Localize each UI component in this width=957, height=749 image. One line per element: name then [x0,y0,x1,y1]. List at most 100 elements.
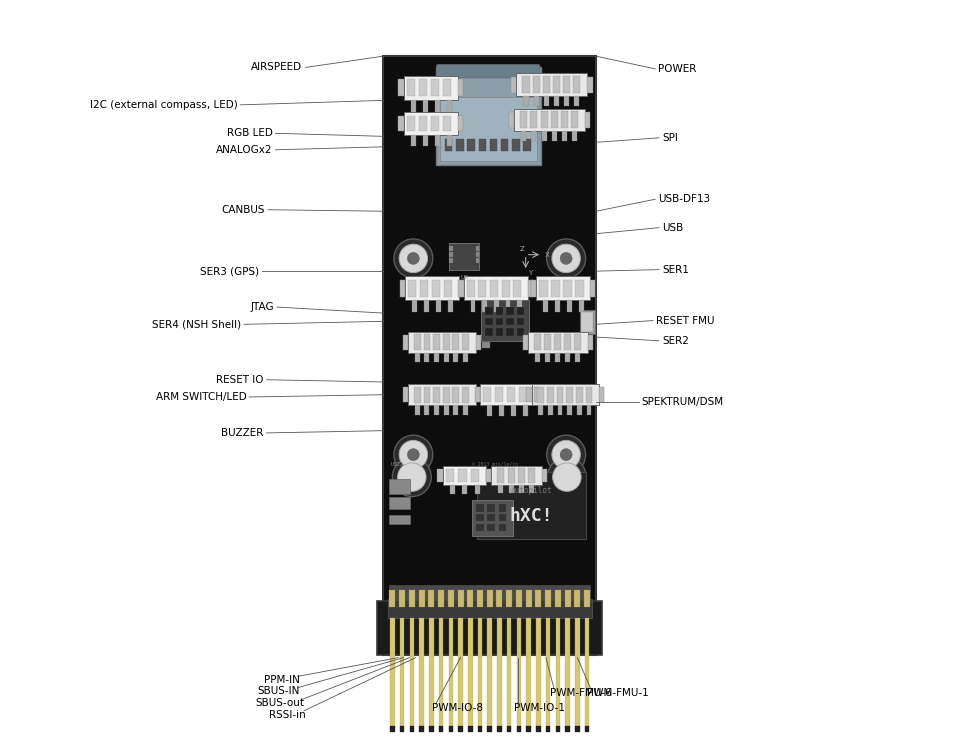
Text: PPM-IN: PPM-IN [264,675,300,685]
Bar [586,112,590,127]
Bar [450,485,455,494]
Circle shape [397,463,426,491]
Bar [449,726,453,732]
Bar [561,112,568,128]
Bar [554,96,559,106]
Bar [487,524,495,531]
Bar [457,79,463,96]
Circle shape [560,449,572,461]
Bar [434,135,439,146]
Bar [436,300,441,312]
Bar [573,76,580,93]
Bar [456,139,463,151]
Bar [576,386,583,403]
Text: ANALOGx2: ANALOGx2 [216,145,273,155]
Bar [434,353,439,363]
Bar [444,405,449,415]
Bar [526,618,531,730]
Text: SBUS-out: SBUS-out [255,698,304,709]
Bar [534,334,541,351]
Bar [443,334,450,351]
Bar [518,469,524,483]
Bar [439,97,537,161]
Bar [491,466,543,485]
Bar [434,405,439,415]
Bar [490,280,498,297]
Text: PWM-IO-1: PWM-IO-1 [515,703,566,713]
Circle shape [394,239,433,278]
Bar [485,328,493,336]
Text: SER3 (GPS): SER3 (GPS) [200,266,259,276]
Bar [509,112,514,127]
Bar [545,353,550,363]
Text: SER4 (NSH Shell): SER4 (NSH Shell) [152,319,241,330]
Bar [545,726,550,732]
Bar [487,514,495,521]
Bar [480,300,529,341]
Bar [529,485,534,494]
Bar [434,334,440,351]
Bar [418,115,427,132]
Text: PWM-FMU-1: PWM-FMU-1 [587,688,649,698]
Text: USB: USB [662,222,683,233]
Bar [588,335,593,350]
Bar [467,139,475,151]
Bar [519,485,523,494]
Bar [400,618,405,730]
Bar [424,334,431,351]
Text: Z: Z [520,246,524,252]
Bar [411,135,415,146]
Bar [487,405,492,416]
Bar [487,590,493,607]
Bar [403,387,408,402]
Text: SER2: SER2 [662,336,689,346]
Text: Y: Y [528,270,532,276]
Bar [413,334,421,351]
Bar [404,76,457,100]
Bar [463,405,468,415]
Bar [556,618,560,730]
Bar [517,328,524,336]
Bar [459,280,464,297]
Bar [476,252,479,257]
Circle shape [552,244,580,273]
Text: POWER: POWER [658,64,697,74]
Bar [444,353,449,363]
Bar [496,307,503,315]
Bar [506,318,514,325]
Bar [539,405,544,415]
Bar [523,139,531,151]
Bar [507,726,511,732]
Bar [523,335,528,350]
Bar [564,334,571,351]
Bar [434,386,440,403]
Bar [448,590,454,607]
Bar [442,466,486,485]
Bar [517,318,524,325]
Bar [400,726,405,732]
Bar [531,131,537,141]
Bar [457,115,463,132]
Bar [411,100,415,112]
Circle shape [408,252,419,264]
Bar [495,387,503,402]
Bar [558,405,563,415]
Bar [563,76,570,93]
Circle shape [399,244,428,273]
Bar [458,469,467,482]
Text: PWM-IO-8: PWM-IO-8 [432,703,483,713]
Bar [476,335,480,350]
Bar [539,280,547,297]
Text: USB-DF13: USB-DF13 [658,194,710,204]
Bar [410,726,414,732]
Circle shape [552,440,580,469]
Bar [530,112,538,128]
Bar [494,300,499,312]
Bar [501,139,508,151]
Bar [482,300,487,312]
Bar [554,334,561,351]
Bar [487,618,492,730]
Bar [538,386,545,403]
Bar [439,726,443,732]
Bar [444,280,453,297]
